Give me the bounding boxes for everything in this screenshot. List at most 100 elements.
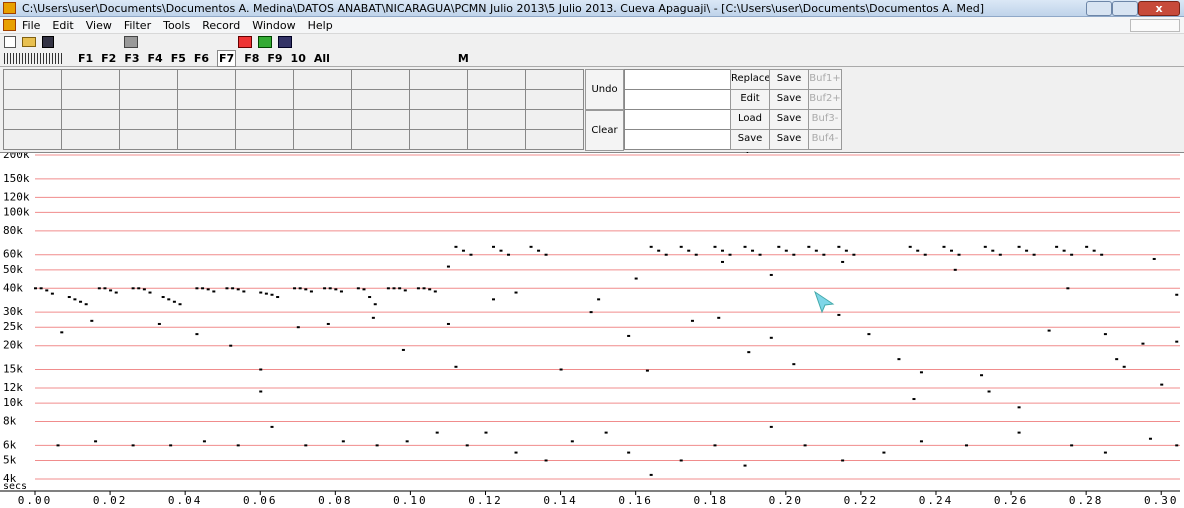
file-slot[interactable] [119,129,178,150]
file-button[interactable]: Save [769,89,809,110]
function-button[interactable]: F9 [267,52,283,65]
call-point [465,444,469,447]
buffer-button[interactable]: Buf4- [808,129,842,150]
file-slot[interactable] [351,69,410,90]
function-button[interactable]: 10 [290,52,306,65]
file-button[interactable]: Replace [730,69,771,90]
new-icon[interactable] [4,36,16,48]
file-slot[interactable] [177,109,236,130]
file-button[interactable]: Save As [730,129,770,162]
minimize-button[interactable] [1086,1,1112,16]
text-field[interactable] [624,69,731,90]
display-mode-icons[interactable] [4,53,64,64]
text-field[interactable] [624,89,731,110]
function-button[interactable]: F6 [193,52,210,65]
file-slot[interactable] [61,69,120,90]
file-slot[interactable] [409,129,468,150]
file-slot[interactable] [525,109,584,130]
function-button[interactable]: F1 [78,52,94,65]
menu-item[interactable]: Window [252,19,296,32]
file-slot[interactable] [293,109,352,130]
function-button[interactable]: F2 [101,52,117,65]
file-slot[interactable] [467,69,526,90]
file-slot[interactable] [119,89,178,110]
file-slot[interactable] [409,109,468,130]
file-slot[interactable] [409,89,468,110]
file-slot[interactable] [3,89,62,110]
function-button[interactable]: F5 [170,52,186,65]
call-point [998,253,1002,256]
stop-icon[interactable] [278,36,292,48]
call-point [1175,444,1179,447]
menu-item[interactable]: Help [307,19,333,32]
file-slot[interactable] [525,89,584,110]
file-slot[interactable] [177,89,236,110]
file-slot[interactable] [409,69,468,90]
file-button[interactable]: Save [769,129,809,150]
file-slot[interactable] [61,89,120,110]
close-button[interactable]: x [1138,1,1180,16]
file-slot[interactable] [467,129,526,150]
menu-item[interactable]: Record [202,19,241,32]
file-slot[interactable] [119,109,178,130]
buffer-button[interactable]: Buf1+ [808,69,842,90]
call-point [837,245,841,248]
function-button[interactable]: F4 [147,52,163,65]
file-slot[interactable] [61,109,120,130]
function-button[interactable]: M [457,52,469,65]
file-slot[interactable] [177,69,236,90]
file-slot[interactable] [293,69,352,90]
open-icon[interactable] [22,37,36,47]
record-icon[interactable] [238,36,252,48]
mdi-buttons[interactable] [1130,19,1180,32]
text-field[interactable] [624,109,731,130]
menu-item[interactable]: Tools [163,19,191,32]
undo-button[interactable]: Undo [585,69,624,110]
function-button[interactable]: All [313,52,330,65]
x-tick-label: 0.04 [168,494,203,507]
function-button[interactable]: F8 [244,52,260,65]
file-slot[interactable] [235,69,294,90]
file-button[interactable]: Save [769,69,809,90]
buffer-button[interactable]: Buf2+ [808,89,842,110]
file-button[interactable]: Load [730,109,770,130]
file-slot[interactable] [525,129,584,150]
function-button[interactable]: F7 [217,50,237,67]
file-slot[interactable] [351,89,410,110]
file-slot[interactable] [235,89,294,110]
menu-item[interactable]: File [22,19,41,32]
print-icon[interactable] [124,36,138,48]
menu-item[interactable]: View [85,19,112,32]
file-slot[interactable] [3,109,62,130]
file-slot[interactable] [3,129,62,150]
maximize-button[interactable] [1112,1,1138,16]
function-button[interactable]: F3 [124,52,140,65]
file-slot[interactable] [351,129,410,150]
file-button[interactable]: Save [769,109,809,130]
file-slot[interactable] [467,89,526,110]
file-slot[interactable] [293,89,352,110]
call-point [1085,245,1089,248]
file-slot[interactable] [525,69,584,90]
menu-item[interactable]: Edit [52,19,74,32]
file-slot[interactable] [119,69,178,90]
call-point [469,253,473,256]
file-slot[interactable] [235,129,294,150]
clear-button[interactable]: Clear [585,110,624,151]
file-button[interactable]: Edit [730,89,770,110]
file-slot[interactable] [293,129,352,150]
file-slot[interactable] [61,129,120,150]
file-slot[interactable] [235,109,294,130]
file-slot[interactable] [351,109,410,130]
save-icon[interactable] [42,36,54,48]
file-slot[interactable] [467,109,526,130]
text-field[interactable] [624,129,731,150]
buffer-button[interactable]: Buf3- [808,109,842,130]
y-tick-label: 80k [3,224,23,237]
call-point [236,444,240,447]
call-point [1070,444,1074,447]
menu-item[interactable]: Filter [123,19,152,32]
file-slot[interactable] [3,69,62,90]
file-slot[interactable] [177,129,236,150]
play-icon[interactable] [258,36,272,48]
